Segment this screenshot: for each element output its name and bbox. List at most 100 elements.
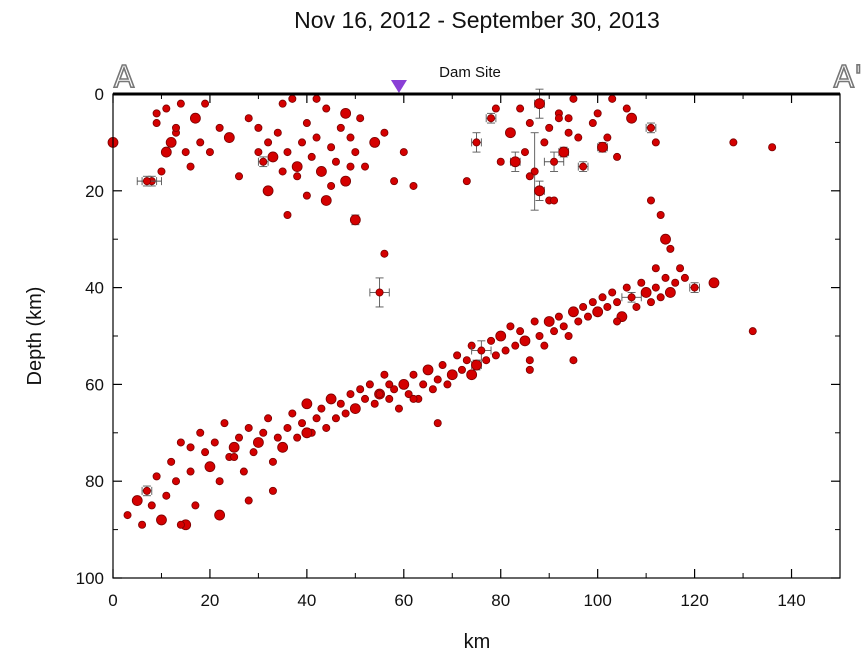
marker xyxy=(579,162,588,171)
data-points xyxy=(107,88,777,531)
marker xyxy=(569,356,578,365)
marker xyxy=(230,452,239,461)
data-point xyxy=(312,94,321,103)
marker xyxy=(593,109,602,118)
marker xyxy=(244,423,253,432)
marker xyxy=(288,409,297,418)
marker xyxy=(283,423,292,432)
data-point xyxy=(317,404,326,413)
marker xyxy=(336,399,345,408)
data-point xyxy=(419,380,428,389)
marker xyxy=(302,119,311,128)
marker xyxy=(181,148,190,157)
data-point xyxy=(307,152,316,161)
data-point xyxy=(471,132,482,153)
y-tick-label: 60 xyxy=(85,375,104,394)
data-point xyxy=(534,88,545,119)
marker xyxy=(346,162,355,171)
marker xyxy=(574,133,583,142)
data-point xyxy=(375,390,384,399)
marker xyxy=(664,287,676,298)
data-point xyxy=(370,399,379,408)
marker xyxy=(680,273,689,282)
data-point xyxy=(259,428,268,437)
data-point xyxy=(422,364,434,376)
marker xyxy=(160,146,172,158)
marker xyxy=(487,114,496,123)
data-point xyxy=(215,477,224,486)
marker xyxy=(471,359,482,371)
marker xyxy=(365,380,374,389)
data-point xyxy=(505,127,516,139)
marker xyxy=(196,138,205,147)
data-point xyxy=(433,375,442,384)
marker xyxy=(302,191,311,200)
marker xyxy=(325,393,337,405)
marker xyxy=(646,298,655,307)
data-point xyxy=(569,94,578,103)
data-point xyxy=(214,509,226,521)
x-tick-label: 80 xyxy=(491,591,510,610)
marker xyxy=(380,370,389,379)
marker xyxy=(519,335,531,347)
data-point xyxy=(196,428,205,437)
data-point xyxy=(530,317,539,326)
data-point xyxy=(252,437,264,448)
marker xyxy=(312,133,321,142)
data-point xyxy=(428,385,437,394)
data-point xyxy=(637,278,646,287)
marker xyxy=(298,138,307,147)
marker xyxy=(142,486,151,495)
marker xyxy=(191,501,200,510)
data-point xyxy=(361,394,370,403)
marker xyxy=(626,112,637,124)
data-point xyxy=(748,327,757,336)
data-point xyxy=(640,287,652,298)
marker xyxy=(627,293,636,302)
marker xyxy=(588,119,597,128)
data-point xyxy=(288,94,297,103)
marker xyxy=(525,119,534,128)
data-point xyxy=(495,330,507,342)
data-point xyxy=(592,306,604,318)
data-point xyxy=(588,298,597,307)
marker xyxy=(477,346,486,355)
data-point xyxy=(613,152,622,161)
data-point xyxy=(257,156,269,168)
marker xyxy=(651,283,660,292)
marker xyxy=(268,486,277,495)
data-point xyxy=(189,112,201,124)
marker xyxy=(457,365,466,374)
marker xyxy=(501,346,510,355)
marker xyxy=(331,414,340,423)
marker xyxy=(147,501,156,510)
marker xyxy=(259,157,268,166)
data-point xyxy=(540,341,549,350)
data-point xyxy=(516,327,525,336)
marker xyxy=(613,317,622,326)
data-point xyxy=(689,282,700,293)
marker xyxy=(579,302,588,311)
data-point xyxy=(520,148,529,157)
data-point xyxy=(365,380,374,389)
marker xyxy=(613,152,622,161)
data-point xyxy=(283,148,292,157)
data-point xyxy=(506,322,515,331)
marker xyxy=(320,195,332,206)
marker xyxy=(569,94,578,103)
data-point xyxy=(220,419,229,428)
marker xyxy=(223,132,235,143)
x-tick-label: 100 xyxy=(583,591,611,610)
data-point xyxy=(446,369,458,381)
data-point xyxy=(664,287,676,298)
data-point xyxy=(577,161,589,172)
data-point xyxy=(369,136,381,148)
data-point xyxy=(273,433,282,442)
data-point xyxy=(223,132,235,143)
marker xyxy=(331,157,340,166)
marker xyxy=(554,312,563,321)
data-point xyxy=(249,448,258,457)
marker xyxy=(210,438,219,447)
data-point xyxy=(482,356,491,365)
y-axis-title: Depth (km) xyxy=(24,287,46,386)
